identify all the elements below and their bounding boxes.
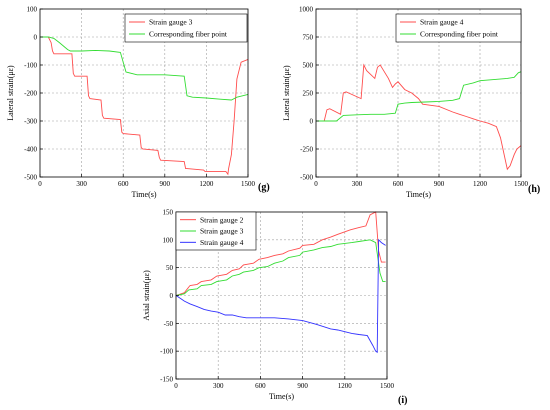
x-tick-label: 900 [434,180,445,188]
x-tick-label: 1500 [514,180,529,188]
x-tick-label: 0 [314,180,318,188]
legend: Strain gauge 3 Corresponding fiber point [124,13,248,43]
x-tick-label: 300 [352,180,363,188]
y-tick-label: 150 [163,209,174,217]
y-tick-label: -300 [24,118,37,126]
y-tick-label: 100 [163,236,174,244]
y-tick-label: 100 [27,6,38,14]
series-line-1 [316,63,522,171]
series-line-3 [175,238,386,354]
chart-panel-1: 0 300 600 900 1200 1500 100 0 -100 -200 -300 -400 -5… [6,6,270,200]
y-tick-label: 0 [34,34,38,42]
y-tick-label: -400 [24,146,37,154]
x-axis-label: Time(s) [406,190,431,199]
x-tick-label: 0 [174,382,178,390]
y-tick-label: -500 [300,174,313,182]
x-tick-label: 600 [118,180,129,188]
x-tick-label: 1200 [199,180,214,188]
panel-label: (i) [398,395,407,406]
x-tick-label: 1200 [473,180,488,188]
panel-label: (h) [528,184,540,195]
legend: Strain gauge 2 Strain gauge 3 Strain gauge… [175,211,257,251]
x-tick-label: 300 [213,382,224,390]
y-tick-label: 250 [303,90,314,98]
x-tick-label: 300 [76,180,87,188]
x-tick-label: 600 [393,180,404,188]
x-tick-label: 900 [160,180,171,188]
x-axis-label: Time(s) [131,190,156,199]
legend-entry: Strain gauge 3 [200,227,244,236]
y-tick-label: 0 [170,292,174,300]
x-tick-label: 1500 [380,382,395,390]
y-tick-label: 500 [303,62,314,70]
legend-entry: Corresponding fiber point [420,30,499,39]
y-tick-label: -250 [300,146,313,154]
series-line-2 [316,71,522,122]
x-tick-label: 900 [297,382,308,390]
legend-entry: Strain gauge 2 [200,215,244,224]
y-tick-label: 0 [310,118,314,126]
y-axis-label: Axial strain(με) [142,270,151,321]
legend-box [395,13,522,43]
chart-panel-3: 0 300 600 900 1200 1500 150 100 50 0 -50 -100 -150 Ti… [142,209,407,407]
x-axis-label: Time(s) [269,392,294,401]
x-tick-label: 600 [255,382,266,390]
series-line-2 [40,36,249,101]
chart-panel-2: 0 300 600 900 1200 1500 1000 750 500 250 0 -250 -500… [282,6,540,200]
y-tick-label: -150 [160,376,173,384]
y-tick-label: 750 [303,34,314,42]
y-tick-label: -500 [24,174,37,182]
x-tick-label: 1200 [338,382,353,390]
series-line-1 [40,36,249,176]
legend-entry: Strain gauge 4 [420,18,464,27]
y-tick-label: -200 [24,90,37,98]
y-axis-label: Lateral strain(με) [6,65,15,121]
y-tick-label: -50 [164,320,174,328]
x-tick-label: 0 [38,180,42,188]
series-line-1 [175,211,386,296]
legend: Strain gauge 4 Corresponding fiber point [395,13,522,43]
legend-entry: Strain gauge 4 [200,238,244,247]
y-tick-label: -100 [160,348,173,356]
x-tick-label: 1500 [241,180,256,188]
panel-label: (g) [258,182,270,193]
y-axis-label: Lateral strain(με) [282,65,291,121]
y-tick-label: -100 [24,62,37,70]
series-line-2 [175,239,386,296]
legend-box [124,13,248,43]
legend-entry: Corresponding fiber point [149,30,228,39]
legend-entry: Strain gauge 3 [149,18,193,27]
y-tick-label: 1000 [299,6,314,14]
y-tick-label: 50 [166,264,174,272]
